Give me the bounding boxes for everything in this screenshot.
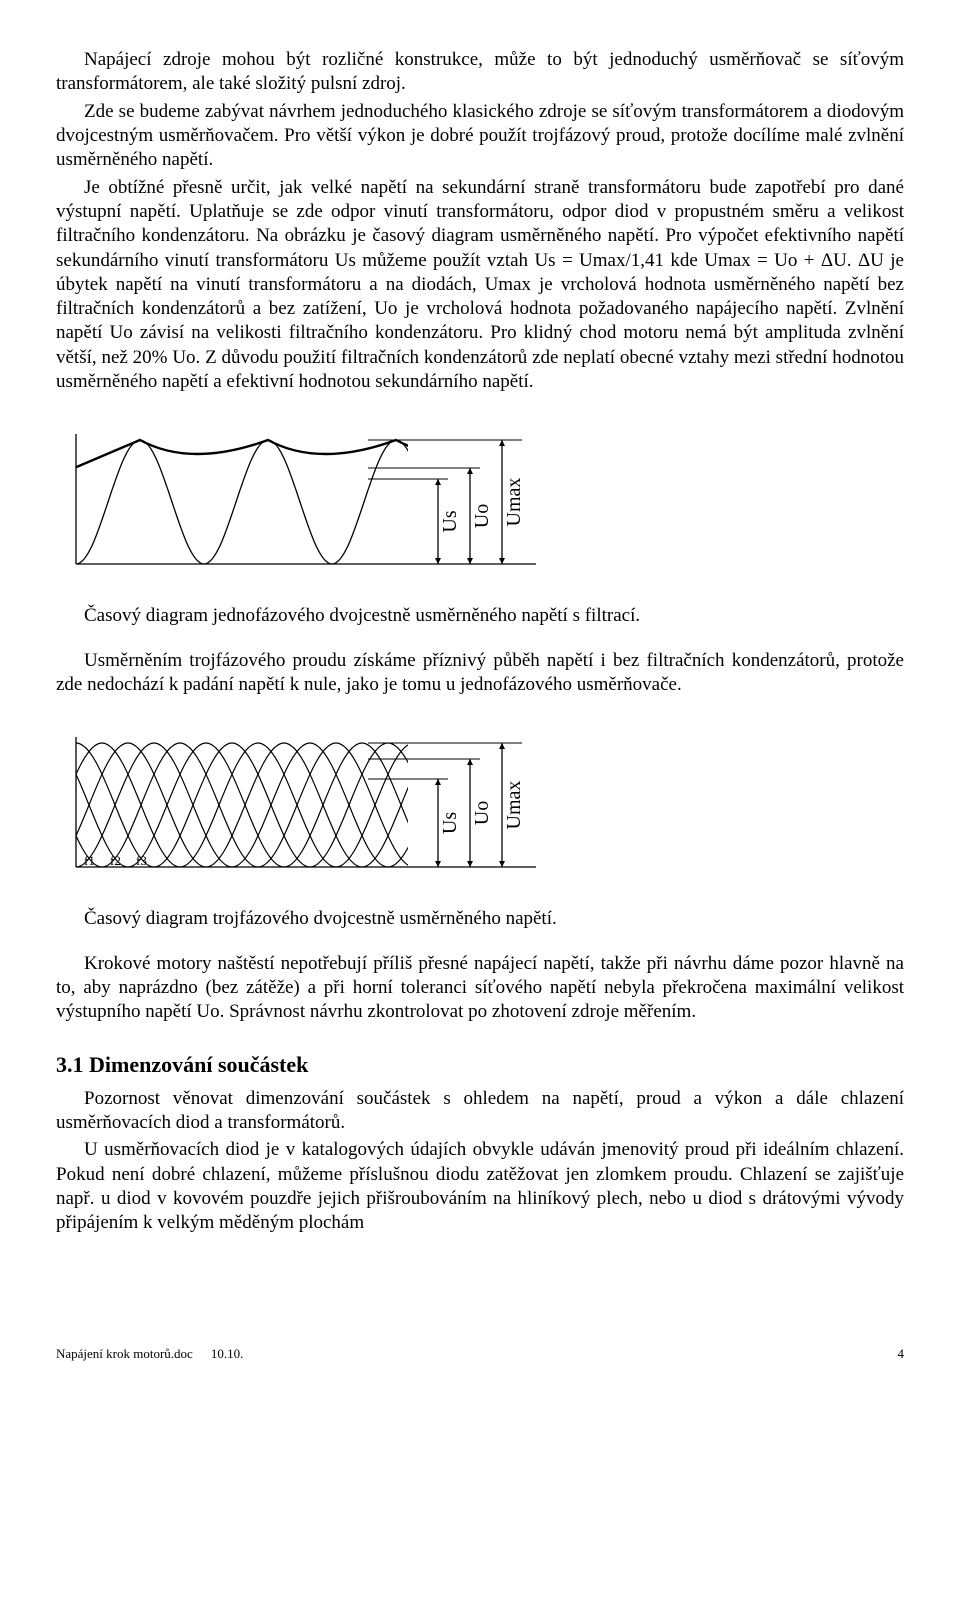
footer-filename: Napájení krok motorů.doc [56, 1346, 193, 1363]
paragraph-3: Je obtížné přesně určit, jak velké napět… [56, 176, 904, 395]
caption-2: Časový diagram trojfázového dvojcestně u… [56, 907, 904, 931]
caption-1: Časový diagram jednofázového dvojcestně … [56, 604, 904, 628]
diagram-single-phase: Us Uo Umax [56, 416, 904, 586]
svg-text:Uo: Uo [471, 801, 493, 825]
svg-text:Umax: Umax [503, 781, 525, 830]
svg-text:f3: f3 [136, 853, 147, 868]
footer-page-number: 4 [898, 1346, 905, 1363]
diagram-single-phase-svg: Us Uo Umax [56, 416, 616, 586]
diagram-three-phase: Us Uo Umax f1 f2 f3 [56, 719, 904, 889]
paragraph-5: Krokové motory naštěstí nepotřebují příl… [56, 952, 904, 1025]
svg-text:f2: f2 [110, 853, 121, 868]
heading-3-1: 3.1 Dimenzování součástek [56, 1051, 904, 1079]
page-footer: Napájení krok motorů.doc 10.10. 4 [56, 1346, 904, 1363]
diagram-three-phase-svg: Us Uo Umax f1 f2 f3 [56, 719, 616, 889]
svg-text:Us: Us [439, 812, 461, 834]
paragraph-2: Zde se budeme zabývat návrhem jednoduché… [56, 100, 904, 173]
footer-date: 10.10. [211, 1346, 244, 1363]
paragraph-1: Napájecí zdroje mohou být rozličné konst… [56, 48, 904, 97]
svg-text:Uo: Uo [471, 504, 493, 528]
paragraph-7: U usměrňovacích diod je v katalogových ú… [56, 1138, 904, 1235]
paragraph-6: Pozornost věnovat dimenzování součástek … [56, 1087, 904, 1136]
svg-text:f1: f1 [84, 853, 95, 868]
paragraph-4: Usměrněním trojfázového proudu získáme p… [56, 649, 904, 698]
svg-text:Umax: Umax [503, 478, 525, 527]
svg-text:Us: Us [439, 511, 461, 533]
